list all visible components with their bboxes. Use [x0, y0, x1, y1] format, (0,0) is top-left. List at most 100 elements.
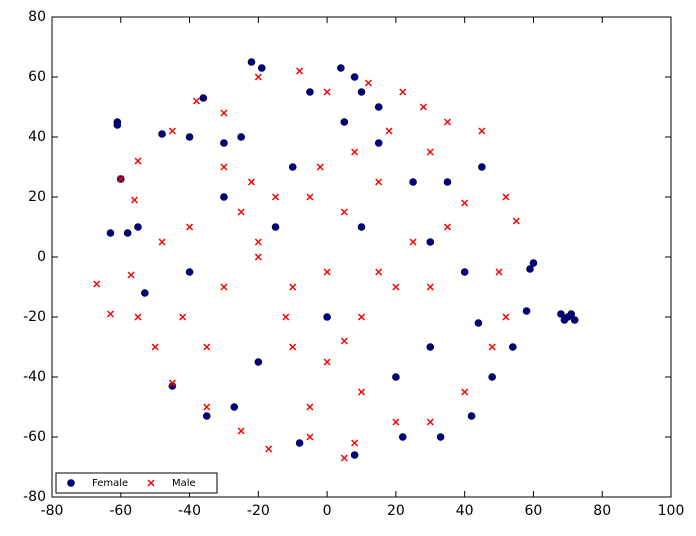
point	[474, 319, 483, 327]
point	[350, 73, 359, 81]
y-tick-label: 80	[28, 9, 46, 25]
point	[295, 439, 304, 447]
point	[220, 109, 228, 117]
point	[271, 223, 280, 231]
point	[203, 343, 211, 351]
point	[323, 268, 331, 276]
point	[357, 388, 366, 396]
x-tick-label: -40	[178, 503, 201, 519]
point	[254, 238, 262, 246]
point	[323, 358, 331, 366]
point	[385, 127, 393, 135]
y-tick-label: -40	[23, 369, 46, 385]
point	[512, 217, 520, 225]
point	[398, 433, 407, 441]
point	[185, 133, 194, 141]
y-tick-label: 60	[28, 69, 46, 85]
point	[306, 193, 314, 201]
point	[93, 280, 101, 288]
point	[106, 229, 115, 237]
point	[426, 148, 434, 156]
point	[357, 313, 366, 321]
x-tick-label: -20	[247, 503, 270, 519]
point	[296, 67, 304, 75]
point	[374, 139, 383, 147]
point	[185, 268, 194, 276]
point	[134, 223, 142, 231]
point	[392, 418, 400, 426]
y-tick-label: 20	[28, 189, 46, 205]
legend-label: Female	[92, 478, 128, 489]
point	[106, 310, 114, 318]
point	[467, 412, 476, 420]
point	[443, 118, 452, 126]
point	[220, 193, 228, 201]
point	[254, 253, 262, 261]
point	[168, 127, 176, 135]
x-tick-label: 40	[456, 503, 474, 519]
point	[460, 268, 469, 276]
point	[271, 193, 280, 201]
point	[488, 343, 496, 351]
point	[306, 433, 314, 441]
point	[478, 163, 486, 171]
point	[509, 343, 517, 351]
point	[237, 133, 245, 141]
point	[557, 310, 565, 318]
point	[220, 139, 228, 147]
point	[254, 73, 262, 81]
point	[340, 337, 348, 345]
point	[340, 208, 348, 216]
point	[237, 427, 245, 435]
point	[220, 283, 228, 291]
point	[461, 388, 469, 396]
point	[168, 379, 176, 387]
point	[357, 223, 366, 231]
point	[443, 223, 452, 231]
y-tick-label: 40	[28, 129, 46, 145]
legend-label: Male	[172, 478, 196, 489]
point	[426, 418, 434, 426]
y-tick-label: -80	[23, 489, 46, 505]
point	[392, 283, 400, 291]
point	[426, 238, 435, 246]
point	[316, 163, 324, 171]
x-tick-label: 80	[593, 503, 611, 519]
point	[409, 178, 417, 186]
point	[426, 343, 435, 351]
y-tick-label: -20	[23, 309, 46, 325]
point	[179, 313, 187, 321]
point	[488, 373, 496, 381]
point	[199, 94, 208, 102]
point	[123, 229, 132, 237]
point	[350, 451, 359, 459]
point	[529, 259, 538, 267]
x-tick-label: 0	[323, 503, 332, 519]
x-tick-label: 20	[387, 503, 405, 519]
point	[288, 163, 297, 171]
legend-marker	[147, 479, 155, 487]
point	[340, 118, 349, 126]
legend-frame	[55, 472, 218, 494]
point	[131, 196, 139, 204]
legend: Female Male	[55, 472, 218, 494]
point	[409, 238, 417, 246]
point	[158, 238, 166, 246]
point	[203, 403, 211, 411]
point	[522, 307, 531, 315]
point	[186, 223, 194, 231]
point	[282, 313, 290, 321]
x-tick-label: -80	[41, 503, 64, 519]
point	[289, 283, 297, 291]
point	[375, 268, 383, 276]
legend-marker	[67, 479, 75, 487]
point	[478, 127, 486, 135]
point	[526, 265, 534, 273]
point	[306, 88, 314, 96]
point	[502, 313, 510, 321]
x-tick-label: -60	[109, 503, 132, 519]
y-tick-label: -60	[23, 429, 46, 445]
point	[357, 88, 366, 96]
x-tick-label: 60	[525, 503, 543, 519]
